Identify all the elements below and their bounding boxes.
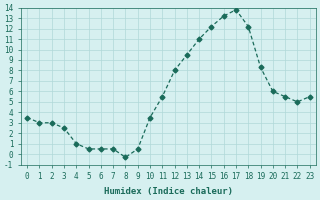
X-axis label: Humidex (Indice chaleur): Humidex (Indice chaleur) (104, 187, 233, 196)
